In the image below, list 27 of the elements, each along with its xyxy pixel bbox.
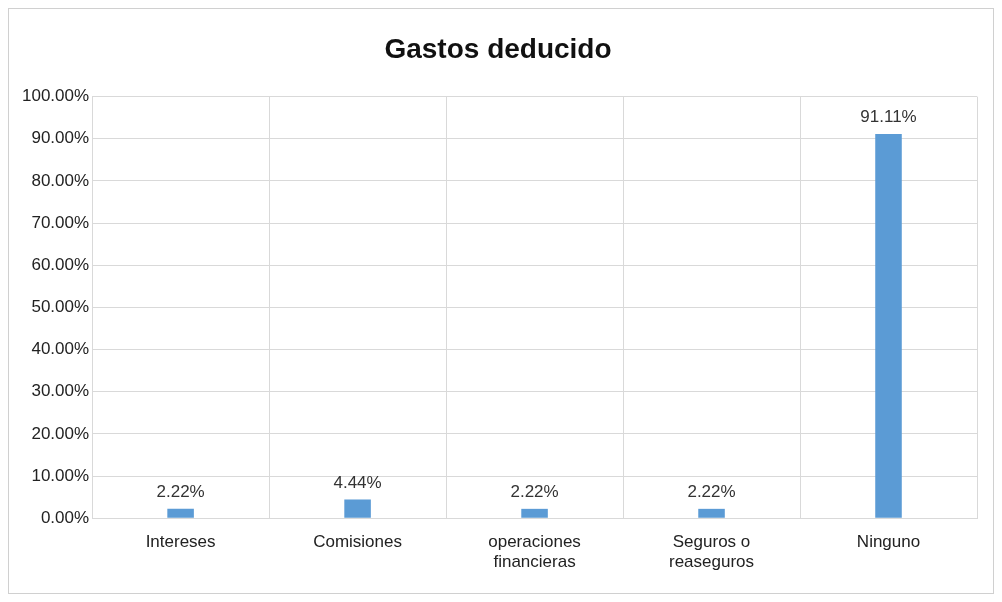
y-tick-label: 80.00% [31,170,90,190]
y-tick-label: 70.00% [31,212,90,232]
y-tick-label: 50.00% [31,297,90,317]
bar [167,508,194,518]
data-label: 4.44% [333,472,382,492]
y-tick-label: 90.00% [31,128,90,148]
x-tick-label: Comisiones [313,532,402,552]
x-tick-label: Ninguno [856,532,921,552]
bar [344,499,371,518]
data-label: 2.22% [510,482,559,502]
bar [875,134,902,518]
data-label: 2.22% [687,482,736,502]
bar [521,508,548,518]
data-label: 91.11% [860,107,917,127]
x-tick-label: Intereses [145,532,216,552]
chart-title: Gastos deducido [384,32,612,64]
y-tick-label: 40.00% [31,339,90,359]
y-tick-label: 20.00% [31,423,90,443]
data-label: 2.22% [156,482,205,502]
y-tick-label: 10.00% [31,465,90,485]
x-tick-label: operaciones financieras [488,532,581,572]
y-tick-label: 30.00% [31,381,90,401]
x-tick-label: Seguros o reaseguros [669,532,755,572]
y-tick-label: 0.00% [40,507,90,527]
bar [698,508,725,518]
y-tick-label: 100.00% [21,86,90,106]
y-tick-label: 60.00% [31,254,90,274]
